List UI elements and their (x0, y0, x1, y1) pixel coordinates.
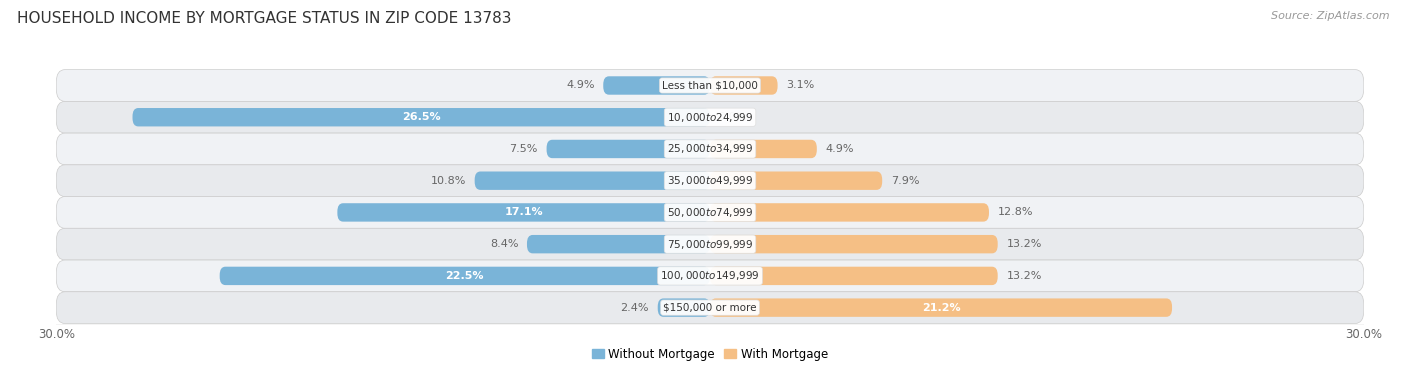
Text: $10,000 to $24,999: $10,000 to $24,999 (666, 111, 754, 124)
Text: 10.8%: 10.8% (430, 176, 465, 186)
Text: $50,000 to $74,999: $50,000 to $74,999 (666, 206, 754, 219)
Text: 4.9%: 4.9% (825, 144, 853, 154)
Text: $35,000 to $49,999: $35,000 to $49,999 (666, 174, 754, 187)
Text: 8.4%: 8.4% (489, 239, 519, 249)
Text: 26.5%: 26.5% (402, 112, 440, 122)
Text: Source: ZipAtlas.com: Source: ZipAtlas.com (1271, 11, 1389, 21)
FancyBboxPatch shape (475, 172, 710, 190)
Text: 0.0%: 0.0% (718, 112, 747, 122)
Text: 7.9%: 7.9% (891, 176, 920, 186)
Text: $75,000 to $99,999: $75,000 to $99,999 (666, 238, 754, 251)
FancyBboxPatch shape (56, 70, 1364, 101)
FancyBboxPatch shape (132, 108, 710, 126)
Text: $25,000 to $34,999: $25,000 to $34,999 (666, 143, 754, 155)
FancyBboxPatch shape (710, 235, 998, 253)
FancyBboxPatch shape (527, 235, 710, 253)
Text: 4.9%: 4.9% (567, 81, 595, 90)
FancyBboxPatch shape (56, 133, 1364, 165)
Text: 17.1%: 17.1% (505, 208, 543, 217)
Text: 7.5%: 7.5% (509, 144, 538, 154)
FancyBboxPatch shape (56, 228, 1364, 260)
FancyBboxPatch shape (603, 76, 710, 95)
Text: 12.8%: 12.8% (998, 208, 1033, 217)
FancyBboxPatch shape (219, 267, 710, 285)
Text: $150,000 or more: $150,000 or more (664, 303, 756, 313)
Legend: Without Mortgage, With Mortgage: Without Mortgage, With Mortgage (588, 343, 832, 366)
FancyBboxPatch shape (710, 267, 998, 285)
FancyBboxPatch shape (56, 101, 1364, 133)
Text: Less than $10,000: Less than $10,000 (662, 81, 758, 90)
FancyBboxPatch shape (710, 140, 817, 158)
Text: 13.2%: 13.2% (1007, 271, 1042, 281)
FancyBboxPatch shape (710, 76, 778, 95)
FancyBboxPatch shape (710, 172, 882, 190)
Text: 3.1%: 3.1% (786, 81, 814, 90)
FancyBboxPatch shape (56, 165, 1364, 197)
Text: 2.4%: 2.4% (620, 303, 650, 313)
FancyBboxPatch shape (337, 203, 710, 222)
FancyBboxPatch shape (56, 197, 1364, 228)
Text: 22.5%: 22.5% (446, 271, 484, 281)
FancyBboxPatch shape (710, 203, 988, 222)
Text: 21.2%: 21.2% (922, 303, 960, 313)
FancyBboxPatch shape (547, 140, 710, 158)
FancyBboxPatch shape (658, 298, 710, 317)
FancyBboxPatch shape (710, 298, 1173, 317)
Text: HOUSEHOLD INCOME BY MORTGAGE STATUS IN ZIP CODE 13783: HOUSEHOLD INCOME BY MORTGAGE STATUS IN Z… (17, 11, 512, 26)
Text: $100,000 to $149,999: $100,000 to $149,999 (661, 270, 759, 282)
FancyBboxPatch shape (56, 292, 1364, 324)
Text: 13.2%: 13.2% (1007, 239, 1042, 249)
FancyBboxPatch shape (56, 260, 1364, 292)
